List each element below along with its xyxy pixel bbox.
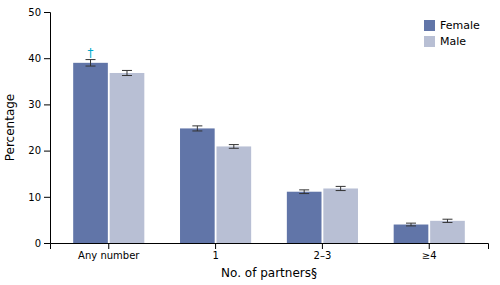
error-bar-stem [90,60,91,66]
error-bar [336,186,346,190]
y-tick: 50 [28,7,50,18]
y-tick-mark [44,104,50,105]
legend-item: Female [424,19,480,32]
error-bar [86,60,96,66]
error-bar-cap [442,222,452,223]
error-bar [122,70,132,75]
y-tick-label: 20 [28,145,41,156]
error-bar-stem [340,186,341,190]
bar [73,63,108,243]
bar [394,225,429,243]
legend-label: Male [440,35,466,48]
y-tick-mark [44,12,50,13]
annotation: † [88,46,94,60]
error-bar-cap [336,190,346,191]
error-bar-stem [126,70,127,75]
y-tick: 0 [35,238,50,249]
x-tick-mark [108,243,109,249]
error-bar [299,190,309,194]
x-tick: 1 [212,243,218,261]
x-tick-label: Any number [78,250,140,261]
legend-label: Female [440,19,480,32]
x-axis-title: No. of partners§ [221,266,317,280]
error-bar-cap [192,125,202,126]
series [73,60,428,243]
x-tick: Any number [78,243,140,261]
error-bar-stem [197,126,198,131]
legend-swatch [424,36,435,47]
y-tick: 20 [28,145,50,156]
y-tick-mark [44,197,50,198]
x-tick-label: 1 [212,250,218,261]
y-tick-mark [44,151,50,152]
x-tick: ≥4 [422,243,437,261]
error-bar-cap [229,148,239,149]
y-tick-mark [44,243,50,244]
error-bar-cap [406,225,416,226]
legend-swatch [424,20,435,31]
y-tick-label: 40 [28,53,41,64]
error-bar-cap [336,186,346,187]
series [110,70,465,243]
x-axis: Any number 1 2–3 ≥4 [51,243,489,261]
error-bar-cap [192,130,202,131]
x-axis-line [51,244,489,250]
x-tick-mark [215,243,216,249]
y-tick-mark [44,58,50,59]
y-axis-line [44,13,51,244]
bar [323,188,358,243]
error-bar-cap [122,70,132,71]
error-bar-cap [406,223,416,224]
bar [430,221,465,243]
error-bar [406,223,416,226]
error-bar [229,145,239,149]
error-bar-cap [299,189,309,190]
error-bar-cap [122,75,132,76]
plot: 0 10 20 30 40 50 Any number 1 2–3 ≥4 † Female Male [28,7,488,261]
error-bar-cap [229,144,239,145]
error-bar-cap [442,219,452,220]
x-tick-label: ≥4 [422,250,437,261]
error-bar [442,219,452,222]
error-bar-stem [304,190,305,194]
legend-item: Male [424,35,466,48]
y-tick: 10 [28,192,50,203]
bar [216,146,251,243]
y-tick: 40 [28,53,50,64]
x-tick: 2–3 [314,243,332,261]
bar [180,128,215,243]
x-tick-mark [322,243,323,249]
y-axis: 0 10 20 30 40 50 [28,7,50,249]
marks [73,60,465,243]
error-bar [192,126,202,131]
x-tick-label: 2–3 [314,250,332,261]
y-tick-label: 0 [35,238,41,249]
bar [287,192,322,243]
y-tick-label: 50 [28,7,41,18]
y-tick-label: 30 [28,99,41,110]
x-tick-mark [429,243,430,249]
bar [110,73,145,243]
legend: Female Male [424,19,480,48]
error-bar-cap [299,193,309,194]
chart: 0 10 20 30 40 50 Any number 1 2–3 ≥4 † Female Male No… [0,0,500,285]
y-tick-label: 10 [28,192,41,203]
error-bar-stem [233,145,234,149]
y-tick: 30 [28,99,50,110]
y-axis-title: Percentage [3,94,17,162]
error-bar-cap [86,66,96,67]
